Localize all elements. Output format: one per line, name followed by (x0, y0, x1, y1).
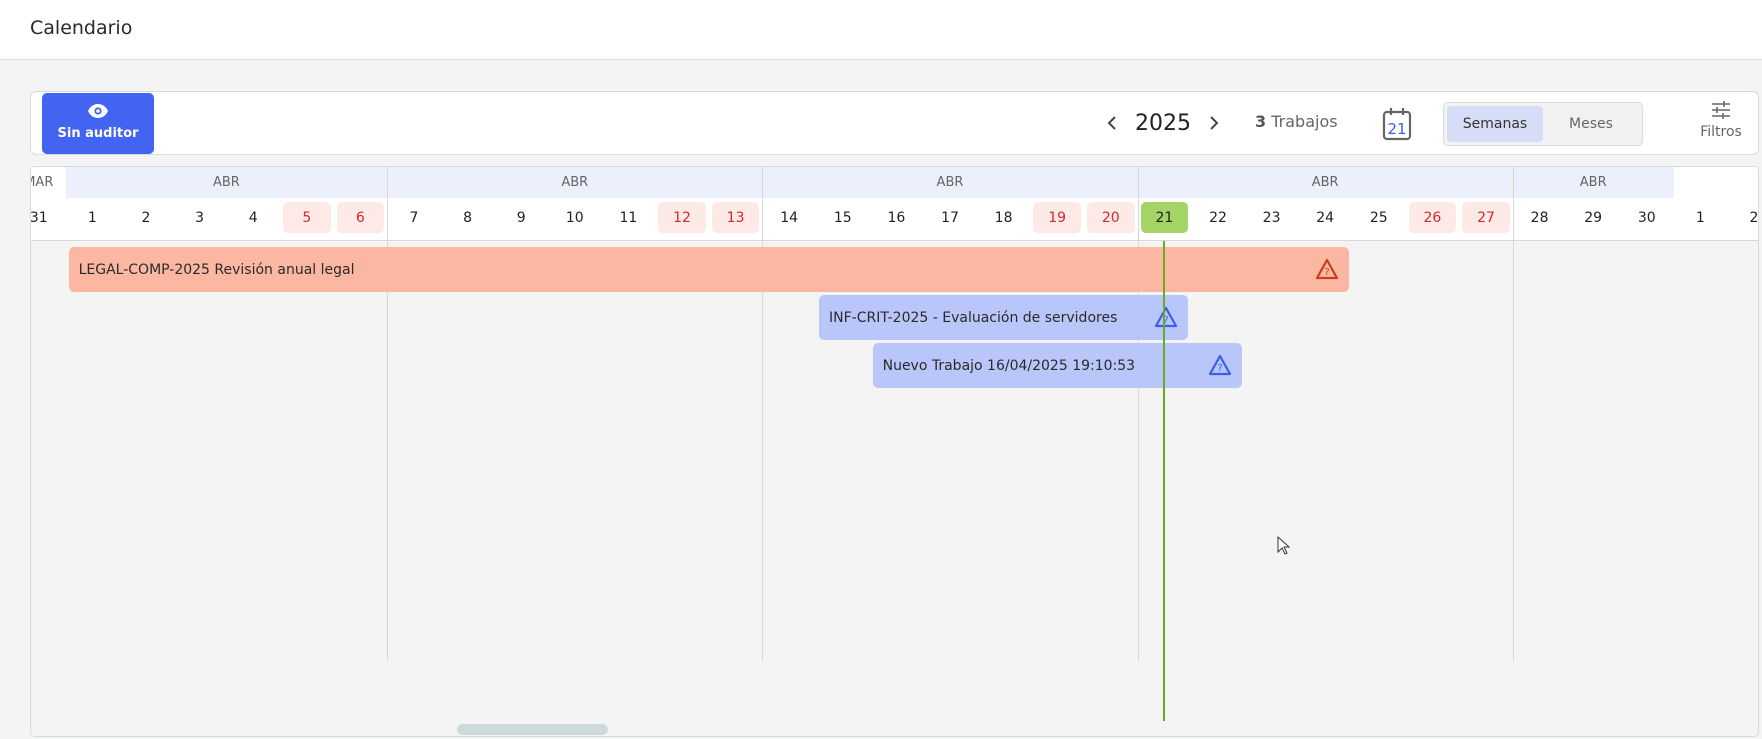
month-header: ABR (1512, 167, 1674, 198)
chevron-left-icon (1107, 116, 1116, 130)
day-cell[interactable]: 23 (1262, 209, 1281, 226)
next-year-button[interactable] (1203, 108, 1225, 138)
job-label: LEGAL-COMP-2025 Revisión anual legal (78, 261, 355, 278)
day-cell[interactable]: 10 (565, 209, 584, 226)
day-cell[interactable]: 15 (833, 209, 852, 226)
weekend-day-cell[interactable]: 6 (336, 202, 385, 233)
warning-question-icon: ? (1154, 306, 1178, 332)
day-cell[interactable]: 1 (1695, 209, 1705, 226)
job-label: INF-CRIT-2025 - Evaluación de servidores (829, 309, 1118, 326)
eye-icon (88, 104, 108, 118)
today-day-cell[interactable]: 21 (1140, 202, 1189, 233)
mouse-cursor-icon (1277, 536, 1291, 555)
today-calendar-button[interactable]: 21 (1382, 107, 1412, 145)
day-cell[interactable]: 2 (1749, 209, 1759, 226)
weekend-day-cell[interactable]: 13 (711, 202, 760, 233)
day-cell[interactable]: 30 (1637, 209, 1656, 226)
day-cell[interactable]: 25 (1369, 209, 1388, 226)
day-cell[interactable]: 14 (780, 209, 799, 226)
job-bar[interactable]: INF-CRIT-2025 - Evaluación de servidores… (819, 295, 1189, 340)
week-divider (762, 241, 764, 661)
year-navigator: 2025 (1101, 106, 1225, 140)
svg-text:21: 21 (1387, 120, 1406, 138)
calendar-toolbar: Sin auditor 2025 3 Trabajos 21 Semanas M… (30, 91, 1759, 155)
day-cell[interactable]: 29 (1584, 209, 1603, 226)
month-header: ABR (1137, 167, 1513, 198)
day-cell[interactable]: 24 (1316, 209, 1335, 226)
view-toggle: Semanas Meses (1443, 102, 1643, 146)
day-cell[interactable]: 31 (30, 209, 48, 226)
week-divider (1512, 241, 1514, 661)
filters-label: Filtros (1700, 124, 1742, 140)
day-cell[interactable]: 18 (994, 209, 1013, 226)
sin-auditor-label: Sin auditor (57, 126, 139, 141)
week-divider (1137, 167, 1139, 241)
week-divider (387, 241, 389, 661)
day-cell[interactable]: 11 (619, 209, 638, 226)
svg-text:?: ? (1217, 363, 1222, 374)
filters-button[interactable]: Filtros (1686, 100, 1756, 140)
day-cell[interactable]: 22 (1209, 209, 1227, 226)
week-divider (1137, 241, 1139, 661)
day-cell[interactable]: 9 (516, 209, 526, 226)
month-header: ABR (387, 167, 763, 198)
weekend-day-cell[interactable]: 27 (1462, 202, 1510, 233)
view-weeks-tab[interactable]: Semanas (1447, 106, 1543, 142)
gantt-calendar: MARABRABRABRABRABR3112345678910111213141… (30, 166, 1759, 737)
job-label: Nuevo Trabajo 16/04/2025 19:10:53 (882, 357, 1136, 374)
calendar-icon: 21 (1382, 108, 1412, 141)
jobs-count-number: 3 (1255, 112, 1267, 131)
job-bar[interactable]: LEGAL-COMP-2025 Revisión anual legal? (68, 247, 1349, 292)
prev-year-button[interactable] (1101, 108, 1123, 138)
sin-auditor-button[interactable]: Sin auditor (42, 93, 154, 154)
svg-text:?: ? (1324, 267, 1329, 278)
calendar-header: MARABRABRABRABRABR3112345678910111213141… (31, 167, 1758, 241)
view-months-tab[interactable]: Meses (1569, 116, 1613, 132)
svg-text:?: ? (1164, 315, 1169, 326)
year-label: 2025 (1135, 110, 1191, 136)
today-line (1163, 241, 1166, 721)
week-divider (762, 167, 764, 241)
jobs-count-label: Trabajos (1271, 112, 1338, 131)
day-cell[interactable]: 8 (463, 209, 473, 226)
weekend-day-cell[interactable]: 5 (283, 202, 331, 233)
weekend-day-cell[interactable]: 12 (658, 202, 706, 233)
warning-question-icon: ? (1315, 258, 1339, 284)
day-cell[interactable]: 17 (941, 209, 959, 226)
warning-question-icon: ? (1208, 354, 1232, 380)
day-cell[interactable]: 2 (141, 209, 151, 226)
weekend-day-cell[interactable]: 26 (1408, 202, 1457, 233)
weekend-day-cell[interactable]: 20 (1087, 202, 1135, 233)
day-cell[interactable]: 3 (195, 209, 205, 226)
day-cell[interactable]: 28 (1530, 209, 1549, 226)
day-cell[interactable]: 4 (248, 209, 258, 226)
day-cell[interactable]: 1 (87, 209, 97, 226)
page-header: Calendario (0, 0, 1762, 60)
month-header: MAR (31, 167, 66, 198)
week-divider (1512, 167, 1514, 241)
week-divider (387, 167, 389, 241)
horizontal-scrollbar[interactable] (457, 724, 608, 735)
page-title: Calendario (30, 17, 133, 39)
day-cell[interactable]: 16 (887, 209, 906, 226)
sliders-icon (1712, 101, 1730, 119)
jobs-count: 3 Trabajos (1255, 112, 1338, 131)
chevron-right-icon (1210, 116, 1219, 130)
job-bar[interactable]: Nuevo Trabajo 16/04/2025 19:10:53? (872, 343, 1242, 388)
month-header: ABR (762, 167, 1138, 198)
weekend-day-cell[interactable]: 19 (1033, 202, 1081, 233)
day-cell[interactable]: 7 (409, 209, 419, 226)
month-header: ABR (65, 167, 388, 198)
